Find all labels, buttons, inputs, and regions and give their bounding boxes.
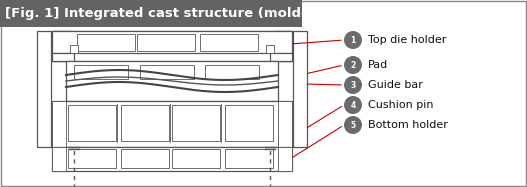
Bar bbox=[266, 45, 274, 53]
Bar bbox=[52, 147, 292, 171]
Bar bbox=[52, 53, 74, 61]
Bar bbox=[52, 31, 292, 61]
Bar bbox=[37, 31, 51, 147]
Bar bbox=[278, 101, 292, 147]
Text: Bottom holder: Bottom holder bbox=[368, 120, 448, 130]
Text: Pad: Pad bbox=[368, 60, 388, 70]
Bar bbox=[70, 45, 78, 53]
Text: Guide bar: Guide bar bbox=[368, 80, 423, 90]
Bar bbox=[0, 0, 302, 27]
Bar bbox=[52, 43, 70, 61]
Text: 2: 2 bbox=[350, 61, 356, 70]
Text: Top die holder: Top die holder bbox=[368, 35, 446, 45]
Text: 4: 4 bbox=[350, 100, 356, 110]
Bar bbox=[140, 65, 194, 79]
Bar bbox=[137, 34, 195, 51]
Bar bbox=[68, 105, 116, 141]
Bar bbox=[225, 149, 273, 168]
Bar bbox=[200, 34, 258, 51]
Bar bbox=[121, 149, 169, 168]
Bar bbox=[68, 149, 116, 168]
Text: Cushion pin: Cushion pin bbox=[368, 100, 434, 110]
Circle shape bbox=[344, 56, 362, 74]
Bar bbox=[172, 105, 220, 141]
Bar bbox=[52, 31, 292, 53]
Bar bbox=[77, 34, 135, 51]
Bar bbox=[52, 101, 292, 147]
Bar bbox=[52, 101, 66, 147]
Text: 5: 5 bbox=[350, 120, 356, 130]
Text: 1: 1 bbox=[350, 36, 356, 45]
Bar bbox=[293, 31, 307, 147]
Text: 3: 3 bbox=[350, 80, 356, 90]
Circle shape bbox=[344, 116, 362, 134]
Bar bbox=[225, 105, 273, 141]
Bar bbox=[74, 65, 128, 79]
Circle shape bbox=[344, 96, 362, 114]
Bar bbox=[121, 105, 169, 141]
Text: [Fig. 1] Integrated cast structure (molded type): [Fig. 1] Integrated cast structure (mold… bbox=[5, 7, 364, 20]
Bar bbox=[52, 147, 66, 171]
Bar bbox=[172, 149, 220, 168]
Bar bbox=[270, 53, 292, 61]
Bar bbox=[205, 65, 259, 79]
Bar bbox=[52, 31, 70, 43]
Bar bbox=[66, 61, 278, 101]
Circle shape bbox=[344, 31, 362, 49]
Bar bbox=[274, 31, 292, 61]
Circle shape bbox=[344, 76, 362, 94]
Bar bbox=[278, 147, 292, 171]
